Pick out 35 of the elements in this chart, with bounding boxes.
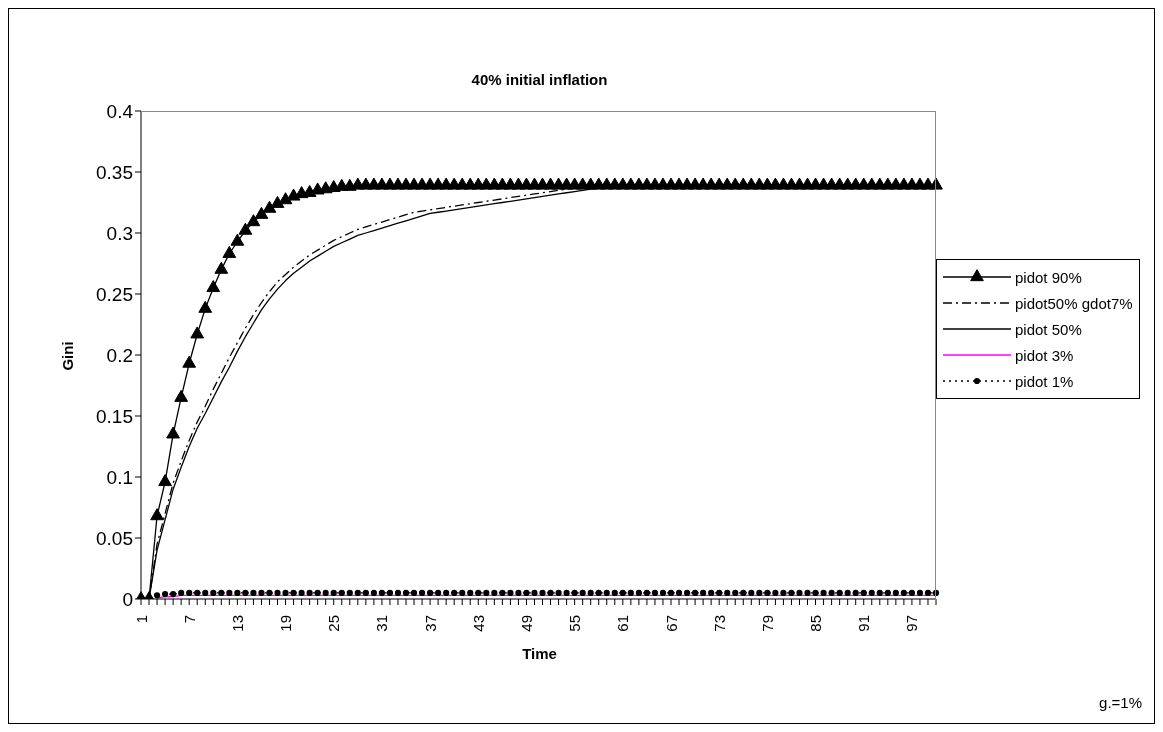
y-tick-label: 0.1 bbox=[106, 466, 133, 488]
chart-title: 40% initial inflation bbox=[470, 71, 609, 88]
y-tick-label: 0.4 bbox=[106, 100, 134, 122]
x-tick-label: 43 bbox=[469, 615, 487, 632]
y-tick-label: 0.05 bbox=[96, 527, 133, 549]
x-tick-label: 61 bbox=[614, 615, 632, 632]
x-tick-label: 7 bbox=[180, 615, 198, 624]
legend-label: pidot 50% bbox=[1015, 320, 1082, 338]
y-tick-label: 0.2 bbox=[106, 344, 133, 366]
text: g.=1% bbox=[1099, 694, 1142, 711]
y-tick-label: 0.3 bbox=[106, 222, 133, 244]
legend-label: pidot 90% bbox=[1015, 268, 1082, 286]
x-tick-label: 13 bbox=[228, 615, 246, 632]
x-tick-label: 49 bbox=[517, 615, 535, 632]
y-tick-label: 0.15 bbox=[96, 405, 133, 427]
y-axis-title: Gini bbox=[58, 341, 76, 371]
x-axis-title: Time bbox=[521, 645, 558, 662]
x-tick-label: 85 bbox=[807, 615, 825, 632]
y-tick-label: 0.35 bbox=[96, 161, 133, 183]
x-tick-label: 37 bbox=[421, 615, 439, 632]
legend-label: pidot50% gdot7% bbox=[1015, 294, 1133, 312]
x-tick-label: 97 bbox=[903, 615, 921, 632]
x-tick-label: 25 bbox=[325, 615, 343, 632]
x-tick-label: 73 bbox=[710, 615, 728, 632]
x-tick-label: 67 bbox=[662, 615, 680, 632]
y-tick-label: 0.25 bbox=[96, 283, 133, 305]
x-tick-label: 1 bbox=[132, 615, 150, 624]
x-tick-label: 91 bbox=[855, 615, 873, 632]
legend-label: pidot 1% bbox=[1015, 372, 1074, 390]
legend-label: pidot 3% bbox=[1015, 346, 1074, 364]
x-tick-label: 19 bbox=[277, 615, 295, 632]
x-tick-label: 55 bbox=[566, 615, 584, 632]
x-tick-label: 31 bbox=[373, 615, 391, 632]
y-tick-label: 0 bbox=[122, 588, 133, 610]
x-tick-label: 79 bbox=[758, 615, 776, 632]
